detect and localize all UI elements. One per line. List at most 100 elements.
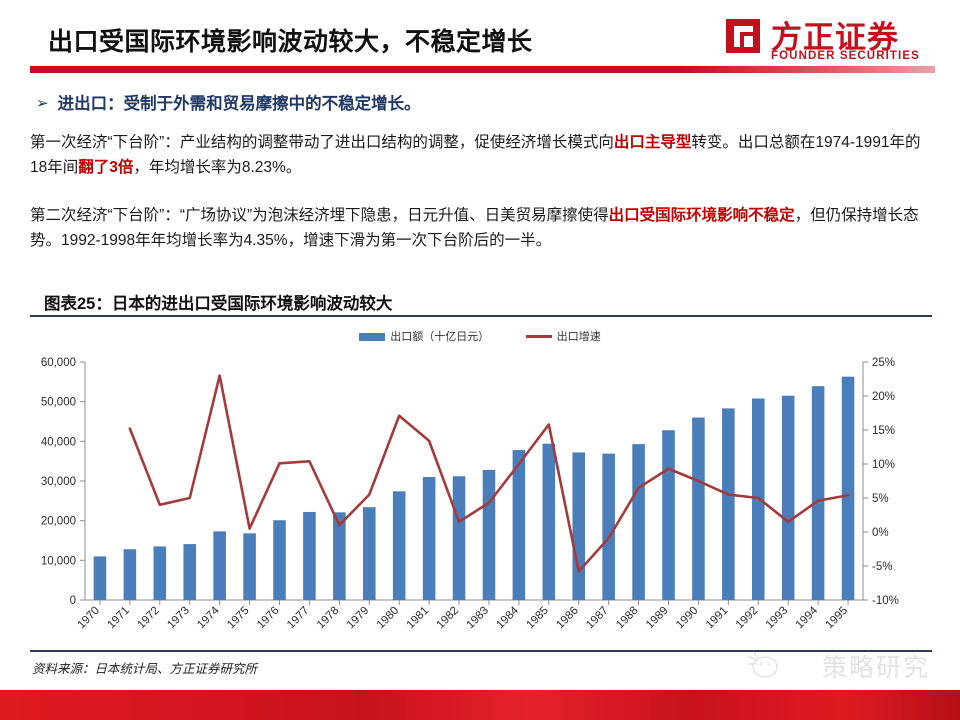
right-axis-tick: -10% [872,595,899,607]
chart-area: 0 10,000 20,000 30,000 40,000 50,000 60,000 -10… [0,345,960,645]
chart-bar [811,386,825,600]
logo-text-en: FOUNDER SECURITIES [771,50,920,62]
right-axis-tick: -5% [872,561,892,573]
x-axis-tick: 1971 [105,605,132,632]
chart-bar [692,417,705,600]
chart-legend: 出口额（十亿日元） 出口增速 [0,327,960,345]
chart-bar [333,512,346,600]
left-axis-tick: 50,000 [41,397,76,409]
chart-bar [841,376,855,600]
x-axis-tick: 1986 [554,605,581,632]
legend-swatch-line-icon [525,335,552,339]
right-axis-tick: 0% [872,527,889,539]
p2-seg1: 第二次经济“下台阶”：“广场协议”为泡沫经济埋下隐患，日元升值、日美贸易摩擦使得 [30,207,609,224]
p1-highlight-1: 出口主导型 [613,134,692,151]
company-logo: 方正证券 FOUNDER SECURITIES [723,14,938,68]
source-note: 资料来源：日本统计局、方正证券研究所 [32,662,258,676]
watermark: 策略研究 [745,646,930,688]
chart-line [128,374,850,573]
left-axis-tick: 20,000 [41,516,76,528]
watermark-text: 策略研究 [821,654,930,682]
paragraph-2: 第二次经济“下台阶”：“广场协议”为泡沫经济埋下隐患，日元升值、日美贸易摩擦使得… [30,203,932,253]
x-axis-tick: 1980 [375,605,402,632]
footer-bar [0,690,960,720]
chart-bar [452,476,466,600]
chart-bar [153,546,167,600]
left-axis-tick: 0 [70,595,76,607]
source-divider [30,650,932,652]
chart-bar [422,477,436,600]
x-axis-tick: 1983 [465,605,492,632]
chart-bar [662,430,675,600]
legend-item-bar: 出口额（十亿日元） [359,328,489,344]
chart-bar [273,520,286,600]
export-chart: 0 10,000 20,000 30,000 40,000 50,000 60,000 -10… [41,357,899,632]
chart-bar [362,507,376,600]
p1-seg2: 转变。出口总额在1974-1991年的18年间 [30,134,921,176]
founder-logo-mark [726,19,760,53]
x-axis-tick: 1989 [644,605,671,632]
right-axis-tick: 15% [872,425,895,437]
chart-bar [392,491,406,600]
chart-bar [722,408,735,600]
x-axis-tick: 1979 [345,605,372,632]
x-axis-tick: 1984 [494,604,521,631]
paragraph-1: 第一次经济“下台阶”：产业结构的调整带动了进出口结构的调整，促使经济增长模式向出… [30,130,932,180]
right-axis-tick: 25% [872,357,895,369]
x-axis-tick: 1985 [524,605,551,632]
p1-highlight-2: 翻了3倍 [78,159,134,176]
x-axis-tick: 1974 [195,604,222,631]
x-axis-tick: 1976 [255,605,282,632]
chart-bar [542,443,556,600]
chart-bar [183,544,197,600]
p2-highlight-1: 出口受国际环境影响不稳定 [608,207,795,224]
x-axis-tick: 1977 [285,605,312,632]
title-divider [30,66,935,73]
p1-seg1: 第一次经济“下台阶”：产业结构的调整带动了进出口结构的调整，促使经济增长模式向 [30,134,614,151]
x-axis-tick: 1981 [405,605,432,632]
x-axis-tick: 1990 [674,605,701,632]
chart-bar [781,395,795,600]
chart-bar [512,450,526,600]
left-axis-tick: 40,000 [41,436,76,448]
p1-seg3: ，年均增长率为8.23%。 [133,159,302,176]
right-axis-tick: 10% [872,459,895,471]
chart-bar [243,533,256,600]
chart-bar [602,453,615,600]
slide-header: 出口受国际环境影响波动较大，不稳定增长 方正证券 FOUNDER SECURIT… [0,0,960,80]
chart-bar [572,452,586,600]
x-axis-tick: 1975 [225,605,252,632]
x-axis-tick: 1978 [315,605,342,632]
chart-bar [93,556,107,600]
bullet-arrow-icon: ➢ [36,95,49,112]
right-axis-tick: 20% [872,391,895,403]
x-axis-tick: 1970 [76,605,103,632]
left-axis-tick: 30,000 [41,476,76,488]
x-axis-tick: 1992 [734,605,761,632]
right-axis-tick: 5% [872,493,889,505]
x-axis-tick: 1972 [135,605,162,632]
x-axis-tick: 1982 [435,605,462,632]
exhibit-title: 图表25：日本的进出口受国际环境影响波动较大 [44,295,393,313]
chart-bar [632,444,645,600]
chart-bar [482,469,496,600]
p2-seg2: ，但仍保持增长态势。1992-1998年年均增长率为4.35%，增速下滑为第一次… [30,207,919,249]
x-axis-tick: 1991 [704,605,731,632]
x-axis-tick: 1988 [614,605,641,632]
x-axis-tick: 1993 [764,605,791,632]
logo-text-cn: 方正证券 [771,20,899,55]
chart-bar [213,531,226,600]
bullet-row: ➢ 进出口：受制于外需和贸易摩擦中的不稳定增长。 [36,90,926,114]
left-axis-tick: 10,000 [41,555,76,567]
legend-swatch-bar-icon [359,332,386,341]
chart-bar [303,511,316,600]
legend-label-line: 出口增速 [556,330,601,343]
x-axis-tick: 1994 [794,604,821,631]
left-axis-tick: 60,000 [41,357,76,369]
legend-label-bar: 出口额（十亿日元） [390,330,490,343]
page-title: 出口受国际环境影响波动较大，不稳定增长 [48,28,533,56]
x-axis-tick: 1987 [584,605,611,632]
legend-item-line: 出口增速 [525,328,601,344]
chart-bar [123,549,137,600]
